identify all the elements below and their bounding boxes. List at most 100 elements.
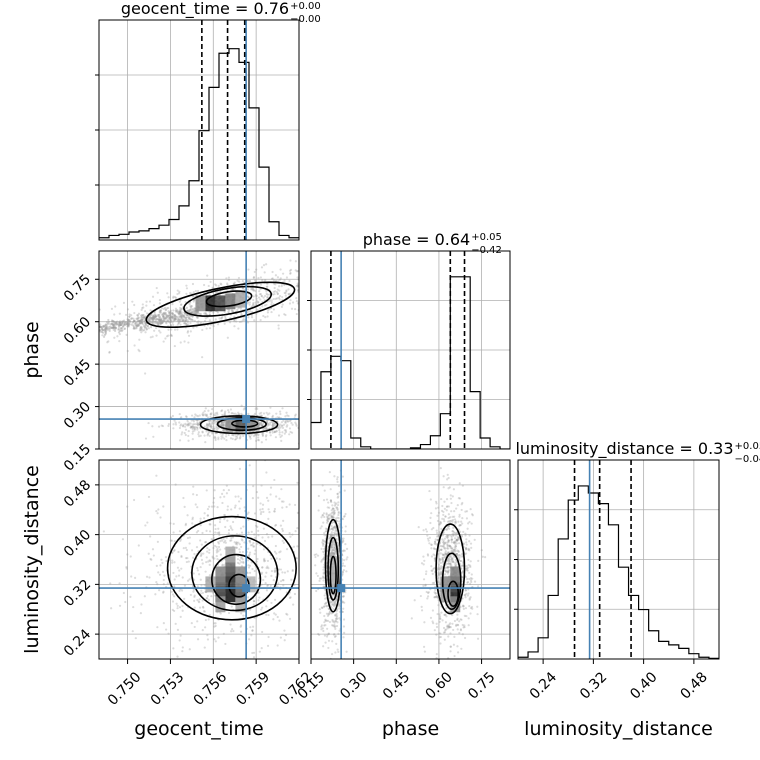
scatter-point bbox=[325, 530, 328, 533]
scatter-point bbox=[221, 539, 224, 542]
scatter-point bbox=[282, 423, 286, 426]
scatter-point bbox=[210, 505, 214, 508]
scatter-point bbox=[149, 320, 152, 324]
scatter-point bbox=[185, 306, 188, 309]
scatter-point bbox=[327, 607, 330, 610]
scatter-point bbox=[103, 330, 107, 333]
scatter-point bbox=[207, 284, 210, 288]
scatter-point bbox=[300, 428, 302, 430]
scatter-point bbox=[265, 566, 268, 570]
scatter-point bbox=[469, 612, 472, 615]
scatter-point bbox=[238, 559, 242, 562]
scatter-point bbox=[126, 318, 129, 321]
scatter-point bbox=[99, 326, 103, 329]
scatter-point bbox=[233, 325, 236, 328]
scatter-point bbox=[454, 531, 457, 535]
scatter-point bbox=[169, 312, 172, 315]
scatter-point bbox=[252, 485, 255, 488]
scatter-point bbox=[140, 316, 143, 319]
scatter-point bbox=[106, 327, 109, 330]
scatter-point bbox=[214, 624, 217, 627]
scatter-point bbox=[187, 323, 190, 326]
scatter-point bbox=[261, 507, 264, 511]
scatter-point bbox=[209, 419, 213, 422]
scatter-point bbox=[465, 592, 468, 596]
scatter-point bbox=[278, 278, 282, 281]
scatter-point bbox=[144, 331, 147, 334]
scatter-point bbox=[192, 426, 195, 429]
scatter-point bbox=[461, 576, 464, 579]
scatter-point bbox=[236, 279, 239, 282]
scatter-point bbox=[205, 489, 208, 492]
scatter-point bbox=[102, 328, 105, 332]
scatter-point bbox=[334, 619, 337, 623]
scatter-point bbox=[190, 419, 193, 422]
scatter-point bbox=[189, 330, 192, 333]
scatter-point bbox=[446, 552, 449, 555]
scatter-point bbox=[160, 313, 164, 316]
scatter-point bbox=[176, 566, 180, 569]
scatter-point bbox=[161, 321, 164, 324]
scatter-point bbox=[137, 348, 140, 351]
scatter-point bbox=[113, 322, 116, 325]
scatter-point bbox=[99, 325, 102, 328]
scatter-point bbox=[326, 520, 329, 523]
scatter-point bbox=[427, 539, 430, 542]
scatter-point bbox=[252, 276, 255, 280]
scatter-point bbox=[289, 272, 292, 275]
scatter-point bbox=[326, 545, 329, 548]
scatter-point bbox=[149, 336, 152, 339]
scatter-point bbox=[465, 567, 468, 570]
scatter-point bbox=[451, 533, 454, 536]
scatter-point bbox=[260, 266, 264, 269]
scatter-point bbox=[434, 596, 437, 599]
scatter-point bbox=[118, 320, 122, 323]
scatter-point bbox=[452, 548, 456, 551]
scatter-point bbox=[283, 291, 286, 294]
scatter-point bbox=[217, 545, 221, 549]
scatter-point bbox=[205, 414, 208, 417]
scatter-point bbox=[159, 322, 162, 326]
scatter-point bbox=[223, 518, 226, 521]
scatter-point bbox=[269, 406, 272, 409]
scatter-point bbox=[314, 285, 316, 287]
scatter-point bbox=[259, 298, 262, 301]
scatter-point bbox=[278, 497, 281, 500]
scatter-point bbox=[128, 315, 131, 318]
scatter-point bbox=[252, 545, 255, 548]
scatter-point bbox=[431, 572, 434, 575]
scatter-point bbox=[256, 425, 260, 428]
scatter-point bbox=[444, 628, 448, 631]
scatter-point bbox=[213, 638, 216, 641]
scatter-point bbox=[213, 625, 216, 628]
scatter-point bbox=[188, 308, 191, 311]
scatter-point bbox=[464, 589, 467, 592]
scatter-point bbox=[151, 316, 155, 319]
scatter-point bbox=[335, 598, 338, 602]
scatter-point bbox=[223, 514, 227, 517]
scatter-point bbox=[459, 628, 462, 631]
scatter-point bbox=[321, 293, 323, 295]
scatter-point bbox=[182, 496, 185, 500]
scatter-point bbox=[140, 322, 144, 325]
scatter-point bbox=[306, 645, 308, 647]
scatter-point bbox=[342, 595, 345, 598]
scatter-point bbox=[266, 311, 270, 314]
scatter-point bbox=[459, 618, 462, 621]
scatter-point bbox=[193, 429, 196, 432]
scatter-point bbox=[179, 315, 182, 319]
scatter-point bbox=[260, 294, 263, 298]
scatter-point bbox=[246, 280, 250, 283]
scatter-point bbox=[170, 539, 174, 542]
scatter-point bbox=[319, 611, 322, 614]
scatter-point bbox=[123, 327, 126, 330]
scatter-point bbox=[141, 306, 144, 310]
scatter-point bbox=[296, 545, 299, 548]
scatter-point bbox=[171, 317, 174, 320]
scatter-point bbox=[330, 546, 333, 549]
scatter-point bbox=[118, 330, 122, 333]
scatter-point bbox=[322, 571, 325, 574]
scatter-point bbox=[296, 511, 299, 514]
scatter-point bbox=[191, 426, 194, 429]
scatter-point bbox=[336, 492, 339, 495]
